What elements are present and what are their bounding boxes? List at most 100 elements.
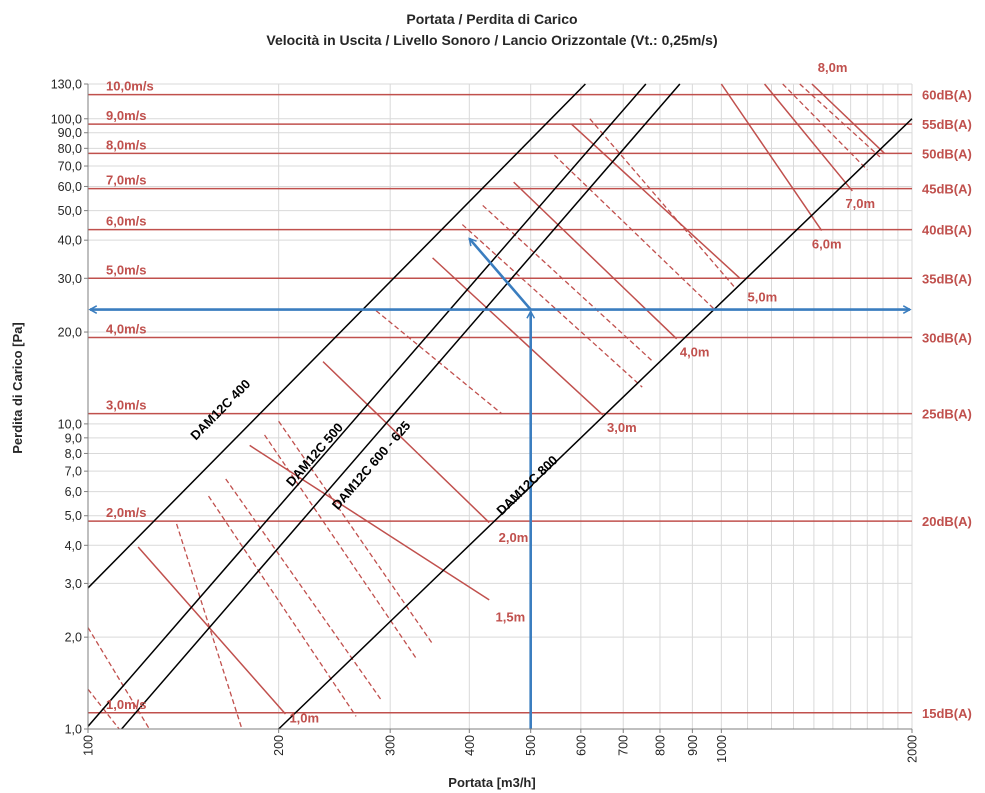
throw-label-1-0m: 1,0m (289, 711, 319, 726)
series-label-dam12c-800: DAM12C 800 (493, 452, 560, 517)
series-label-dam12c-400: DAM12C 400 (187, 376, 253, 443)
dashed-throw-line (461, 224, 643, 388)
y-tick-label-10-0: 10,0 (58, 417, 82, 431)
throw-line-8-0m (811, 83, 886, 154)
model-series (87, 83, 913, 730)
y-tick-label-40-0: 40,0 (58, 234, 82, 248)
velocity-label-6-0m-s: 6,0m/s (106, 214, 146, 229)
x-tick-label-300: 300 (384, 735, 398, 756)
throw-line-7-0m (763, 83, 853, 192)
throw-line-1-5m (249, 444, 490, 601)
y-tick-label-80-0: 80,0 (58, 142, 82, 156)
velocity-lines (88, 93, 912, 714)
velocity-label-3-0m-s: 3,0m/s (106, 398, 146, 413)
y-tick-label-100-0: 100,0 (51, 112, 82, 126)
x-tick-label-500: 500 (524, 735, 538, 756)
dashed-throw-line (482, 204, 654, 363)
throw-line-6-0m (720, 83, 823, 232)
x-tick-label-800: 800 (653, 735, 667, 756)
sound-label-50db-a: 50dB(A) (922, 146, 972, 161)
y-tick-label-5-0: 5,0 (65, 509, 82, 523)
velocity-label-7-0m-s: 7,0m/s (106, 173, 146, 188)
dashed-throw-line (782, 83, 868, 171)
y-tick-label-7-0: 7,0 (65, 465, 82, 479)
sound-label-15db-a: 15dB(A) (922, 706, 972, 721)
velocity-label-5-0m-s: 5,0m/s (106, 262, 146, 277)
dashed-throw-line (264, 434, 417, 660)
velocity-label-2-0m-s: 2,0m/s (106, 505, 146, 520)
y-tick-label-50-0: 50,0 (58, 204, 82, 218)
dashed-throw-line (799, 83, 881, 158)
velocity-label-4-0m-s: 4,0m/s (106, 321, 146, 336)
dashed-throw-line (225, 478, 382, 700)
throw-line-3-0m (432, 257, 604, 416)
y-tick-label-3-0: 3,0 (65, 577, 82, 591)
y-tick-label-8-0: 8,0 (65, 447, 82, 461)
sound-label-20db-a: 20dB(A) (922, 514, 972, 529)
sound-label-40db-a: 40dB(A) (922, 223, 972, 238)
throw-label-8-0m: 8,0m (818, 60, 848, 75)
velocity-label-8-0m-s: 8,0m/s (106, 137, 146, 152)
dashed-throw-line (87, 627, 150, 730)
y-tick-label-1-0: 1,0 (65, 723, 82, 737)
throw-label-3-0m: 3,0m (607, 420, 637, 435)
x-tick-label-200: 200 (272, 735, 286, 756)
throw-label-1-5m: 1,5m (496, 610, 526, 625)
throw-line-5-0m (571, 123, 741, 279)
dashed-throw-lines (87, 83, 881, 730)
y-tick-label-90-0: 90,0 (58, 126, 82, 140)
throw-label-5-0m: 5,0m (748, 289, 778, 304)
velocity-label-1-0m-s: 1,0m/s (106, 697, 146, 712)
throw-line-2-0m (322, 361, 490, 524)
throw-line-1-0m (137, 546, 287, 715)
example-throw-arrow (469, 239, 532, 311)
x-tick-label-900: 900 (686, 735, 700, 756)
throw-label-4-0m: 4,0m (680, 345, 710, 360)
sound-label-30db-a: 30dB(A) (922, 330, 972, 345)
sound-label-45db-a: 45dB(A) (922, 182, 972, 197)
y-axis-title: Perdita di Carico [Pa] (10, 322, 25, 453)
y-tick-label-70-0: 70,0 (58, 160, 82, 174)
series-line-dam12c-500 (87, 83, 647, 727)
throw-lines (137, 83, 886, 715)
y-tick-label-60-0: 60,0 (58, 180, 82, 194)
dashed-throw-line (208, 495, 357, 717)
throw-label-6-0m: 6,0m (812, 237, 842, 252)
series-line-dam12c-400 (87, 83, 586, 589)
example-reading (90, 239, 910, 729)
throw-line-4-0m (513, 181, 678, 340)
y-tick-label-4-0: 4,0 (65, 539, 82, 553)
sound-label-25db-a: 25dB(A) (922, 407, 972, 422)
dashed-throw-line (278, 420, 434, 645)
sound-label-35db-a: 35dB(A) (922, 271, 972, 286)
series-line-dam12c-600-625 (121, 83, 681, 730)
y-tick-label-20-0: 20,0 (58, 326, 82, 340)
series-label-dam12c-500: DAM12C 500 (283, 420, 346, 489)
x-tick-label-400: 400 (463, 735, 477, 756)
x-tick-label-100: 100 (82, 735, 96, 756)
chart-title: Portata / Perdita di Carico (406, 11, 577, 27)
x-tick-label-1000: 1000 (715, 735, 729, 763)
sound-label-55db-a: 55dB(A) (922, 117, 972, 132)
dashed-throw-line (589, 118, 736, 288)
throw-label-7-0m: 7,0m (845, 196, 875, 211)
y-tick-label-9-0: 9,0 (65, 431, 82, 445)
chart-labels: 1,0m 1,5m 2,0m 3,0m 4,0m 5,0m 6,0m 7,0m 8,0m 1,0m… (106, 60, 972, 726)
x-tick-label-2000: 2000 (906, 735, 920, 763)
y-tick-label-2-0: 2,0 (65, 631, 82, 645)
sound-label-60db-a: 60dB(A) (922, 88, 972, 103)
y-tick-label-130-0: 130,0 (51, 78, 82, 92)
velocity-label-10-0m-s: 10,0m/s (106, 79, 154, 94)
x-tick-label-700: 700 (617, 735, 631, 756)
axes: 1,0 2,0 3,0 4,0 5,0 6,0 7,0 8,0 9,010,0 20,0 30,0 4… (51, 78, 920, 763)
y-tick-label-6-0: 6,0 (65, 485, 82, 499)
dashed-throw-line (553, 154, 717, 312)
y-tick-label-30-0: 30,0 (58, 272, 82, 286)
chart-subtitle: Velocità in Uscita / Livello Sonoro / La… (266, 32, 717, 48)
x-axis-title: Portata [m3/h] (448, 775, 535, 790)
throw-label-2-0m: 2,0m (499, 530, 529, 545)
velocity-label-9-0m-s: 9,0m/s (106, 108, 146, 123)
series-line-dam12c-800 (278, 118, 913, 730)
x-tick-label-600: 600 (574, 735, 588, 756)
